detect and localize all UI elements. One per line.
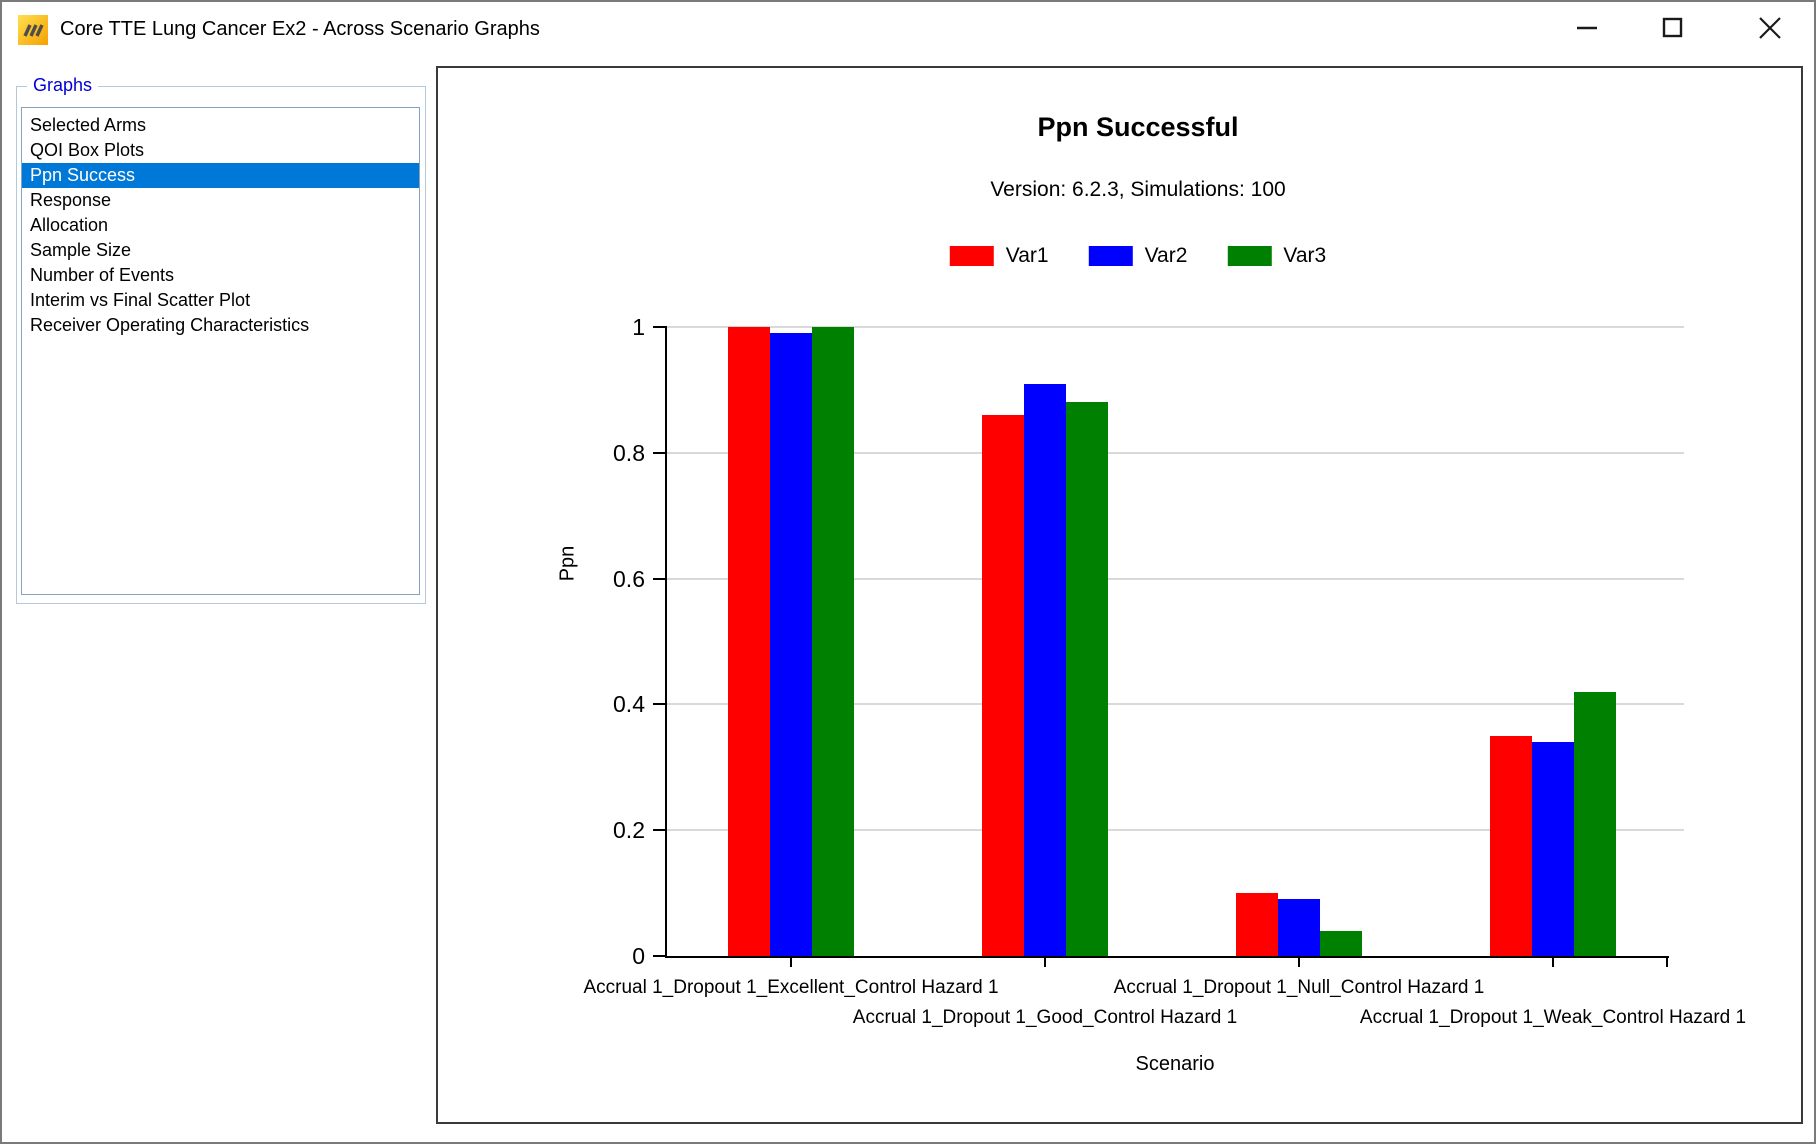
legend-item-var1: Var1 (949, 244, 1049, 268)
y-tick-label: 0 (632, 943, 645, 969)
x-tick (1044, 958, 1046, 967)
y-tick-label: 0.2 (613, 817, 645, 844)
title-bar: Core TTE Lung Cancer Ex2 - Across Scenar… (2, 2, 1814, 60)
legend-item-var3: Var3 (1227, 244, 1326, 268)
list-item-response[interactable]: Response (30, 190, 112, 210)
legend-label: Var3 (1283, 244, 1327, 267)
gridline (667, 326, 1684, 328)
bar-var3-accrual-1-dropout-1-weak-control-hazard-1 (1574, 692, 1616, 956)
list-item-ppn-success[interactable]: Ppn Success (22, 163, 419, 188)
chart-title: Ppn Successful (1037, 112, 1239, 142)
y-tick (653, 955, 665, 957)
y-tick-label: 1 (632, 314, 645, 340)
bar-var3-accrual-1-dropout-1-null-control-hazard-1 (1320, 931, 1362, 956)
list-item-sample-size[interactable]: Sample Size (30, 240, 132, 260)
x-category-label: Accrual 1_Dropout 1_Excellent_Control Ha… (583, 977, 999, 998)
x-category-label: Accrual 1_Dropout 1_Weak_Control Hazard … (1359, 1007, 1747, 1028)
bar-var1-accrual-1-dropout-1-excellent-control-hazard-1 (728, 327, 770, 956)
list-item-interim-vs-final-scatter-plot[interactable]: Interim vs Final Scatter Plot (30, 290, 251, 310)
graphs-listbox[interactable]: Selected Arms QOI Box Plots Ppn Success Res… (21, 107, 420, 595)
x-axis-end-tick (1666, 958, 1668, 967)
bar-var2-accrual-1-dropout-1-good-control-hazard-1 (1024, 384, 1066, 956)
legend-swatch-var3 (1227, 246, 1272, 266)
legend-swatch-var1 (949, 246, 994, 266)
bar-var3-accrual-1-dropout-1-excellent-control-hazard-1 (812, 327, 854, 956)
x-tick (790, 958, 792, 967)
bar-var1-accrual-1-dropout-1-good-control-hazard-1 (982, 415, 1024, 956)
chart-panel: Ppn Successful Version: 6.2.3, Simulatio… (436, 66, 1803, 1124)
list-item-number-of-events[interactable]: Number of Events (30, 265, 175, 285)
maximize-button[interactable] (1650, 8, 1696, 48)
close-icon (1759, 17, 1781, 39)
y-tick-label: 0.4 (613, 691, 645, 718)
app-icon (18, 15, 48, 45)
gridline (667, 451, 1684, 454)
bar-var1-accrual-1-dropout-1-weak-control-hazard-1 (1490, 736, 1532, 956)
x-tick (1298, 958, 1300, 967)
minimize-button[interactable] (1564, 8, 1610, 48)
gridline (667, 829, 1684, 832)
graphs-group-label: Graphs (27, 75, 99, 96)
gridline (667, 577, 1684, 580)
list-item-allocation[interactable]: Allocation (30, 215, 109, 235)
x-category-label: Accrual 1_Dropout 1_Null_Control Hazard … (1113, 977, 1485, 998)
maximize-icon (1662, 17, 1683, 38)
close-button[interactable] (1747, 8, 1793, 48)
chart-subtitle: Version: 6.2.3, Simulations: 100 (990, 178, 1286, 201)
bar-var2-accrual-1-dropout-1-excellent-control-hazard-1 (770, 333, 812, 956)
x-category-label: Accrual 1_Dropout 1_Good_Control Hazard … (852, 1007, 1238, 1028)
x-axis-line (665, 956, 1669, 958)
x-axis-title: Scenario (1135, 1053, 1215, 1075)
bar-var2-accrual-1-dropout-1-weak-control-hazard-1 (1532, 742, 1574, 956)
y-axis-title: Ppn (556, 545, 579, 582)
graphs-groupbox: Graphs Selected Arms QOI Box Plots Ppn Suc… (16, 75, 426, 604)
y-tick-label: 0.8 (613, 439, 645, 466)
y-tick (653, 326, 665, 328)
minimize-icon (1577, 26, 1597, 30)
plot-area: 0 0.2 0.4 0.6 0.8 1 Accrual 1_Dropout 1_Excell… (438, 68, 1801, 1122)
y-tick (653, 577, 665, 580)
bar-var3-accrual-1-dropout-1-good-control-hazard-1 (1066, 402, 1108, 956)
legend-label: Var1 (1005, 244, 1049, 267)
y-tick (653, 703, 665, 706)
legend-label: Var2 (1144, 244, 1188, 267)
x-tick (1552, 958, 1554, 967)
list-item-qoi-box-plots[interactable]: QOI Box Plots (30, 140, 145, 160)
y-tick-label: 0.6 (613, 565, 645, 592)
bar-var1-accrual-1-dropout-1-null-control-hazard-1 (1236, 893, 1278, 956)
y-tick (653, 451, 665, 454)
list-item-selected-arms[interactable]: Selected Arms (30, 115, 147, 135)
gridline (667, 703, 1684, 706)
legend-swatch-var2 (1088, 246, 1133, 266)
window-title: Core TTE Lung Cancer Ex2 - Across Scenar… (60, 18, 540, 40)
y-axis-line (665, 326, 667, 958)
chart-legend: Var1 Var2 Var3 (949, 244, 1326, 268)
legend-item-var2: Var2 (1088, 244, 1188, 268)
list-item-receiver-operating-characteristics[interactable]: Receiver Operating Characteristics (30, 315, 310, 335)
bar-var2-accrual-1-dropout-1-null-control-hazard-1 (1278, 899, 1320, 956)
y-tick (653, 829, 665, 832)
